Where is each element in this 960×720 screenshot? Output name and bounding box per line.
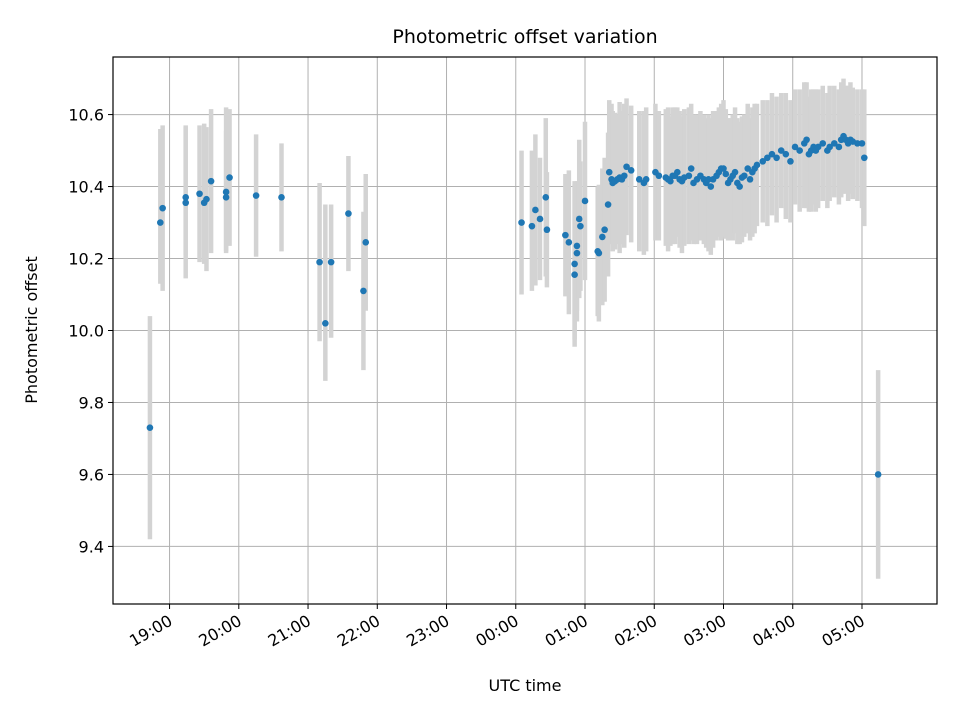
data-point xyxy=(518,219,525,226)
data-point xyxy=(746,176,754,183)
data-point xyxy=(575,215,583,223)
data-point xyxy=(196,190,203,198)
data-point xyxy=(854,140,861,147)
data-point xyxy=(620,172,628,180)
data-point xyxy=(362,239,370,246)
data-point xyxy=(157,219,164,226)
data-point xyxy=(782,150,790,158)
data-point xyxy=(542,194,550,201)
data-point xyxy=(599,233,606,241)
data-point xyxy=(814,143,822,151)
data-point xyxy=(787,158,794,165)
data-point xyxy=(796,147,803,154)
data-point xyxy=(159,204,166,212)
data-point xyxy=(773,154,780,162)
data-point xyxy=(203,195,210,203)
data-point xyxy=(604,201,612,208)
data-point xyxy=(759,158,767,165)
data-point xyxy=(764,154,771,162)
data-point xyxy=(627,167,635,174)
data-point xyxy=(874,471,882,478)
data-point xyxy=(577,222,584,230)
data-point xyxy=(830,140,838,147)
data-point xyxy=(573,249,581,257)
data-point xyxy=(601,226,608,234)
data-point xyxy=(736,183,743,190)
data-point xyxy=(532,206,539,214)
data-point xyxy=(573,242,581,250)
data-point xyxy=(316,258,323,266)
data-points xyxy=(146,132,882,478)
data-point xyxy=(705,176,712,183)
data-point xyxy=(252,192,260,199)
data-point xyxy=(565,239,573,246)
y-tick-label: 9.4 xyxy=(79,537,104,556)
data-point xyxy=(674,168,681,176)
data-point xyxy=(623,163,630,171)
chart-title: Photometric offset variation xyxy=(392,26,657,48)
y-tick-label: 9.6 xyxy=(79,465,104,484)
data-point xyxy=(605,168,613,176)
data-point xyxy=(571,260,578,268)
y-tick-label: 10.2 xyxy=(68,250,104,269)
data-point xyxy=(667,177,674,185)
y-tick-label: 10.4 xyxy=(68,178,104,197)
y-axis-ticks: 9.4 9.6 9.8 10.0 10.2 10.4 10.6 xyxy=(68,106,113,556)
data-point xyxy=(528,222,536,230)
data-point xyxy=(327,258,335,266)
data-point xyxy=(731,168,739,176)
data-point xyxy=(768,150,776,158)
data-point xyxy=(635,176,643,183)
data-point xyxy=(826,143,833,151)
y-tick-label: 9.8 xyxy=(79,393,104,412)
data-point xyxy=(687,165,695,172)
y-tick-label: 10.6 xyxy=(68,106,104,125)
data-point xyxy=(655,172,663,180)
data-point xyxy=(322,320,329,327)
data-point xyxy=(858,140,866,147)
data-point xyxy=(740,172,748,180)
y-axis-label: Photometric offset xyxy=(22,256,41,404)
data-point xyxy=(222,188,230,196)
data-point xyxy=(835,143,843,151)
data-point xyxy=(543,226,551,234)
data-point xyxy=(791,143,799,151)
data-point xyxy=(722,170,730,178)
data-point xyxy=(562,231,569,239)
data-point xyxy=(860,154,868,162)
data-point xyxy=(182,199,190,207)
y-tick-label: 10.0 xyxy=(68,322,104,341)
x-axis-label: UTC time xyxy=(489,676,562,695)
data-point xyxy=(536,215,544,223)
data-point xyxy=(720,165,727,172)
data-point xyxy=(803,136,810,144)
data-point xyxy=(278,194,285,201)
data-point xyxy=(707,183,715,190)
data-point xyxy=(571,271,578,279)
data-point xyxy=(744,165,752,172)
data-point xyxy=(777,147,785,154)
data-point xyxy=(581,197,589,205)
data-point xyxy=(182,194,190,201)
data-point xyxy=(595,249,603,257)
data-point xyxy=(819,140,827,147)
data-point xyxy=(360,287,367,295)
data-point xyxy=(222,194,230,201)
data-point xyxy=(685,172,693,180)
data-point xyxy=(642,176,650,183)
data-point xyxy=(207,177,215,185)
data-point xyxy=(753,161,761,169)
data-point xyxy=(146,424,154,431)
data-point xyxy=(345,210,352,217)
data-point xyxy=(226,174,233,181)
